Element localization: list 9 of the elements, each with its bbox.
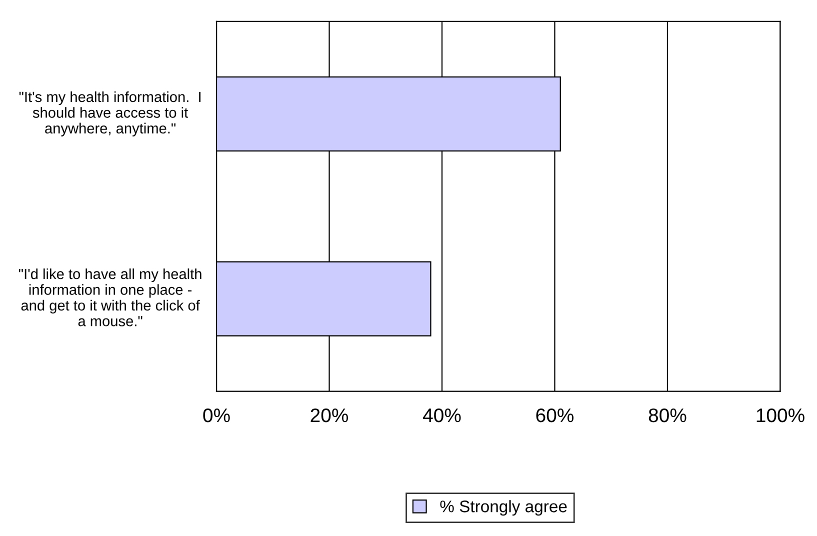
legend-label: % Strongly agree (440, 500, 567, 516)
x-tick-label: 80% (648, 408, 686, 422)
x-tick-label: 40% (422, 408, 461, 422)
x-tick-label: 0% (203, 408, 230, 422)
y-tick-label: "It's my health information. I should have access to it anywhere, anytime." (19, 91, 200, 136)
x-tick-label: 20% (310, 408, 348, 422)
x-tick-label: 100% (756, 408, 804, 422)
x-tick-label: 60% (536, 408, 574, 422)
y-tick-label: "I'd like to have all my health information in one place - and get to it with the click of a mouse." (18, 268, 202, 326)
